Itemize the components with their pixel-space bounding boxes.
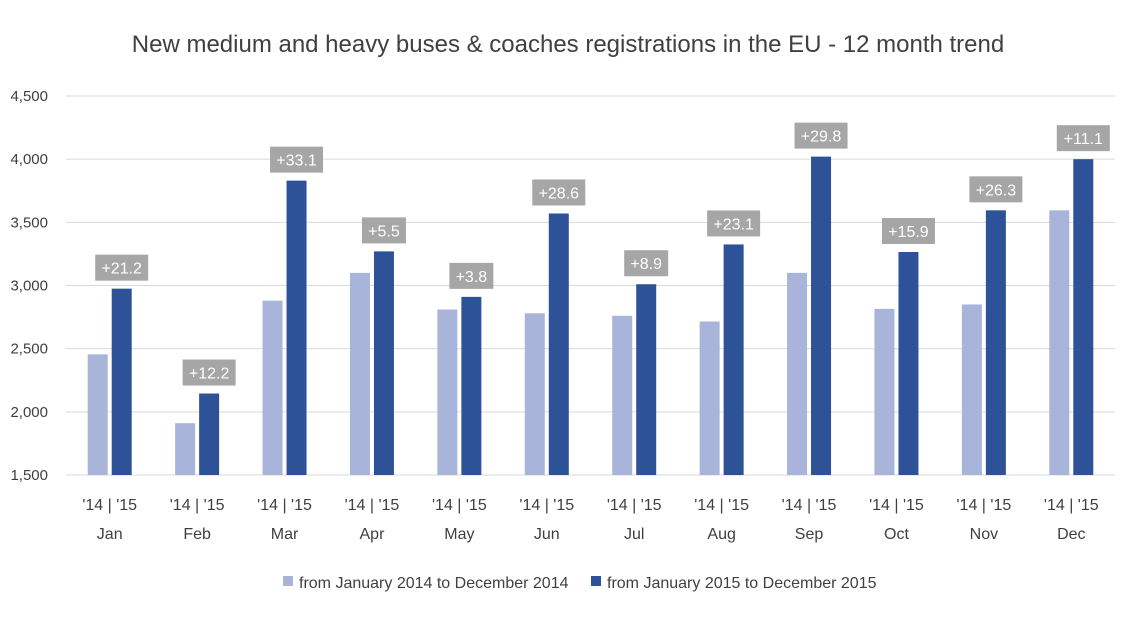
- data-label: +26.3: [976, 182, 1017, 199]
- data-label-box: [1056, 125, 1110, 152]
- data-label-box: [532, 179, 586, 206]
- bars: [87, 156, 1094, 476]
- data-label-box: [361, 217, 406, 244]
- y-axis-ticks: 1,500 2,000 2,500 3,000 3,500 4,000 4,500: [10, 88, 48, 484]
- x-tick-label: Jul: [624, 526, 644, 543]
- x-tick-label: May: [444, 526, 474, 543]
- bar-2014: [874, 308, 895, 475]
- bar-2014: [87, 354, 108, 475]
- legend-label-2015: from January 2015 to December 2015: [607, 575, 877, 592]
- data-label: +21.2: [101, 261, 142, 278]
- legend: from January 2014 to December 2014 from …: [283, 575, 877, 592]
- y-tick-label: 2,500: [10, 341, 48, 358]
- data-label: +3.8: [456, 269, 488, 286]
- y-tick-label: 4,000: [10, 151, 48, 168]
- x-tick-label: Oct: [884, 526, 909, 543]
- bar-2014: [349, 272, 370, 475]
- x-tick-sublabel: '14 | '15: [82, 497, 137, 514]
- x-tick-label: Nov: [970, 526, 998, 543]
- bar-2015: [199, 393, 220, 475]
- data-label-box: [707, 210, 761, 237]
- y-tick-label: 3,500: [10, 214, 48, 231]
- x-tick-label: Jun: [534, 526, 560, 543]
- bar-2014: [1049, 210, 1070, 475]
- data-label: +29.8: [801, 129, 842, 146]
- x-tick-sublabel: '14 | '15: [1044, 497, 1099, 514]
- bar-2014: [699, 321, 720, 475]
- x-tick-label: Aug: [707, 526, 735, 543]
- x-tick-sublabel: '14 | '15: [519, 497, 574, 514]
- legend-label-2014: from January 2014 to December 2014: [299, 575, 569, 592]
- bar-2015: [811, 156, 832, 475]
- data-label: +11.1: [1064, 131, 1103, 148]
- x-tick-label: Dec: [1057, 526, 1085, 543]
- x-tick-label: Apr: [360, 526, 386, 543]
- data-label-box: [270, 146, 324, 173]
- data-label: +28.6: [539, 185, 580, 202]
- data-label: +33.1: [276, 153, 317, 170]
- x-tick-label: Mar: [271, 526, 299, 543]
- bar-2015: [1073, 159, 1094, 475]
- gridlines: [66, 95, 1115, 476]
- y-tick-label: 4,500: [10, 88, 48, 105]
- legend-swatch-2015: [591, 576, 601, 586]
- data-label: +15.9: [888, 224, 929, 241]
- y-tick-label: 1,500: [10, 467, 48, 484]
- bar-2015: [548, 213, 569, 476]
- bar-2015: [985, 210, 1006, 475]
- data-label-box: [624, 250, 669, 277]
- x-tick-label: Feb: [183, 526, 211, 543]
- bar-2014: [262, 300, 283, 475]
- x-tick-label: Sep: [795, 526, 824, 543]
- legend-swatch-2014: [283, 576, 293, 586]
- x-tick-sublabel: '14 | '15: [257, 497, 312, 514]
- data-label-box: [881, 218, 935, 245]
- data-labels: +21.2 +12.2 +33.1 +5.5 +3.8 +28.6 +8.9 +23.1 +29…: [95, 122, 1110, 386]
- bar-2015: [636, 284, 657, 475]
- x-tick-sublabel: '14 | '15: [694, 497, 749, 514]
- bar-2015: [373, 251, 394, 475]
- data-label-box: [794, 122, 848, 149]
- bar-2015: [898, 252, 919, 475]
- x-tick-sublabel: '14 | '15: [782, 497, 837, 514]
- data-label: +12.2: [189, 366, 230, 383]
- x-tick-sublabel: '14 | '15: [607, 497, 662, 514]
- data-label: +8.9: [630, 256, 662, 273]
- x-axis-ticks: '14 | '15 Jan '14 | '15 Feb '14 | '15 Mar '14 …: [82, 497, 1098, 543]
- bar-2014: [961, 304, 982, 475]
- bar-2014: [437, 309, 458, 475]
- bar-2015: [723, 244, 744, 475]
- data-label-box: [182, 359, 236, 386]
- x-tick-sublabel: '14 | '15: [957, 497, 1012, 514]
- data-label: +5.5: [368, 223, 400, 240]
- bar-2014: [612, 315, 633, 475]
- x-tick-sublabel: '14 | '15: [170, 497, 225, 514]
- data-label-box: [449, 262, 494, 289]
- bar-2014: [787, 272, 808, 475]
- bar-2015: [111, 288, 132, 475]
- bar-2015: [286, 180, 307, 476]
- y-tick-label: 2,000: [10, 404, 48, 421]
- data-label-box: [969, 176, 1023, 203]
- bar-2014: [524, 313, 545, 475]
- bar-2015: [461, 296, 482, 475]
- x-tick-sublabel: '14 | '15: [869, 497, 924, 514]
- chart-title: New medium and heavy buses & coaches reg…: [132, 31, 1004, 58]
- bar-2014: [175, 423, 196, 475]
- x-tick-sublabel: '14 | '15: [432, 497, 487, 514]
- x-tick-sublabel: '14 | '15: [345, 497, 400, 514]
- y-tick-label: 3,000: [10, 278, 48, 295]
- data-label-box: [95, 254, 149, 281]
- x-tick-label: Jan: [97, 526, 123, 543]
- data-label: +23.1: [713, 216, 754, 233]
